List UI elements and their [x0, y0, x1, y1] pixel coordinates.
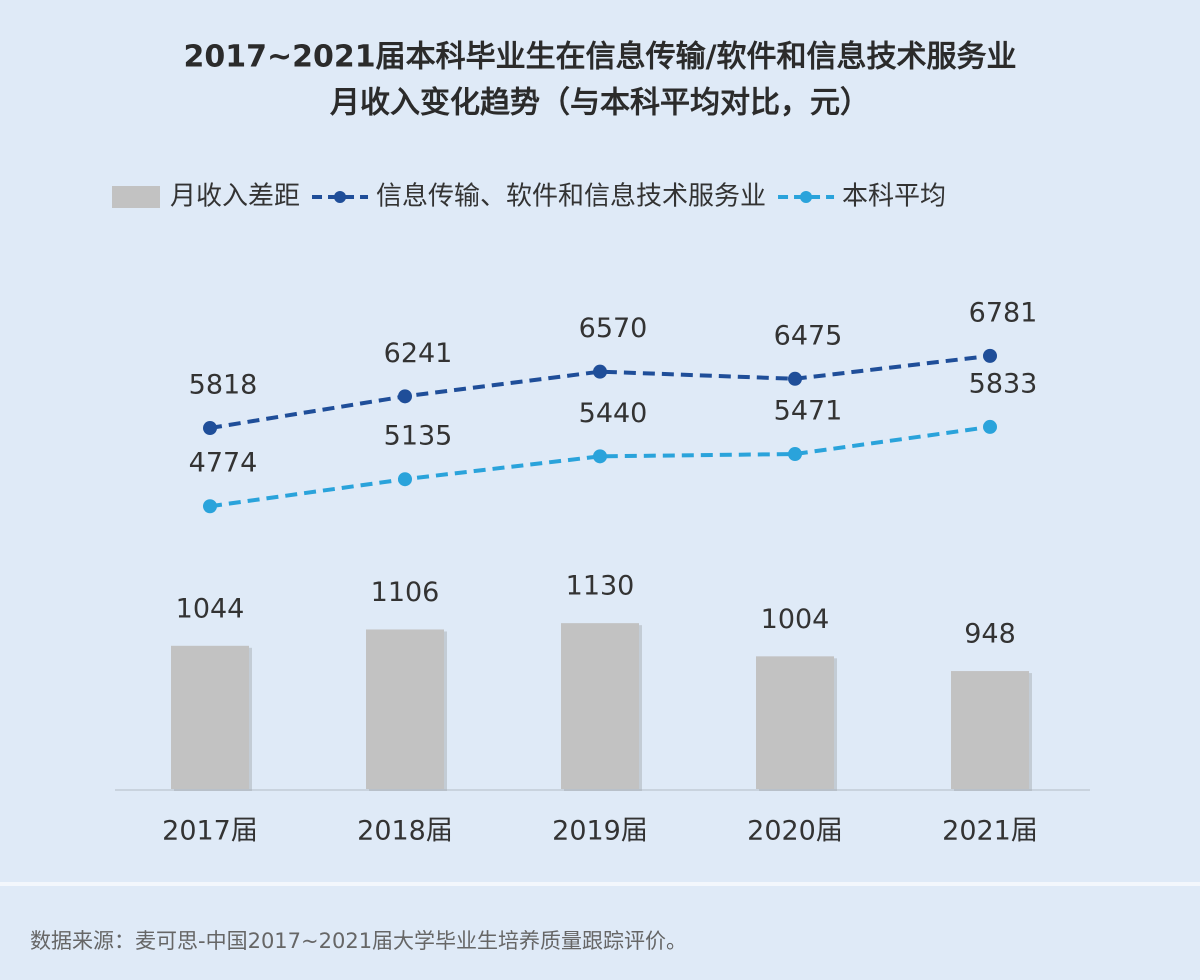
bar	[951, 671, 1029, 789]
legend-label: 月收入差距	[170, 182, 300, 212]
data-label: 1106	[371, 577, 440, 608]
point	[788, 371, 802, 386]
data-label: 1004	[761, 604, 830, 635]
bar	[366, 629, 444, 789]
data-label: 6781	[969, 297, 1038, 328]
point	[398, 472, 412, 487]
data-label: 6241	[384, 338, 453, 369]
divider	[0, 882, 1200, 886]
data-label: 6475	[774, 320, 843, 351]
chart-title: 月收入变化趋势（与本科平均对比，元）	[330, 86, 870, 121]
point	[593, 449, 607, 464]
point	[593, 364, 607, 379]
line	[209, 424, 991, 509]
data-label: 6570	[579, 313, 648, 344]
point	[203, 421, 217, 436]
point	[788, 447, 802, 462]
source-note: 数据来源：麦可思-中国2017~2021届大学毕业生培养质量跟踪评价。	[30, 929, 687, 953]
data-label: 5135	[384, 421, 453, 452]
bar	[171, 645, 249, 789]
data-label: 5833	[969, 368, 1038, 399]
x-tick-label: 2018届	[357, 816, 453, 847]
x-tick-label: 2019届	[552, 816, 648, 847]
data-label: 5818	[189, 370, 258, 401]
x-tick-label: 2021届	[942, 816, 1038, 847]
data-label: 5440	[579, 398, 648, 429]
point	[398, 389, 412, 404]
x-tick-label: 2020届	[747, 816, 843, 847]
bar	[561, 623, 639, 789]
line	[209, 353, 991, 430]
legend-swatch	[112, 186, 160, 208]
data-label: 948	[964, 619, 1016, 650]
point	[203, 499, 217, 514]
point	[983, 419, 997, 434]
data-label: 5471	[774, 396, 843, 427]
data-label: 1130	[566, 571, 635, 602]
bar	[756, 656, 834, 789]
data-label: 4774	[189, 448, 258, 479]
legend-swatch	[800, 191, 813, 203]
legend-label: 本科平均	[842, 182, 946, 212]
legend-label: 信息传输、软件和信息技术服务业	[376, 182, 766, 212]
chart-title: 2017~2021届本科毕业生在信息传输/软件和信息技术服务业	[183, 40, 1016, 75]
data-label: 1044	[176, 593, 245, 624]
x-tick-label: 2017届	[162, 816, 258, 847]
legend-swatch	[334, 191, 347, 203]
point	[983, 348, 997, 363]
